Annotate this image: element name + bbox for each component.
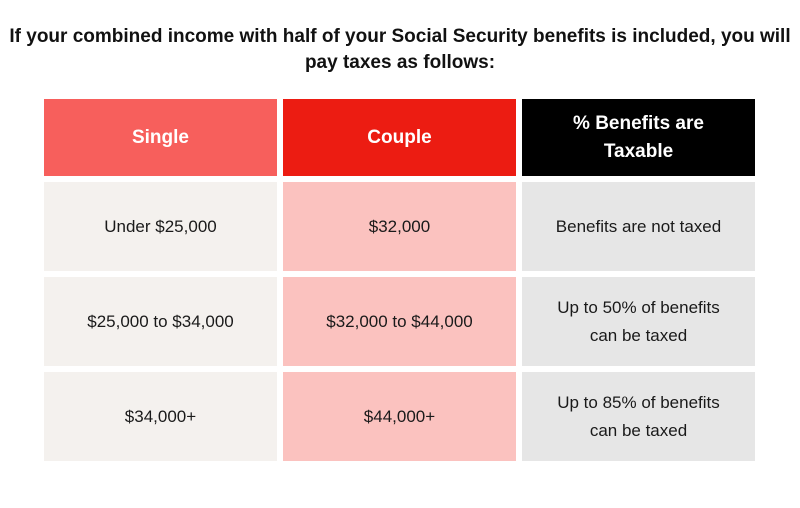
row-1-single: Under $25,000	[44, 182, 277, 271]
header-percent-taxable: % Benefits are Taxable	[522, 99, 755, 176]
page-title: If your combined income with half of you…	[9, 26, 791, 73]
row-3-single: $34,000+	[44, 372, 277, 461]
tax-table: Single Couple % Benefits are Taxable Und…	[44, 99, 756, 471]
row-2-couple: $32,000 to $44,000	[283, 277, 516, 366]
row-1-couple: $32,000	[283, 182, 516, 271]
row-2-percent: Up to 50% of benefits can be taxed	[522, 277, 755, 366]
row-3-percent: Up to 85% of benefits can be taxed	[522, 372, 755, 461]
row-3-couple: $44,000+	[283, 372, 516, 461]
header-single: Single	[44, 99, 277, 176]
header-couple: Couple	[283, 99, 516, 176]
row-1-percent: Benefits are not taxed	[522, 182, 755, 271]
row-2-single: $25,000 to $34,000	[44, 277, 277, 366]
